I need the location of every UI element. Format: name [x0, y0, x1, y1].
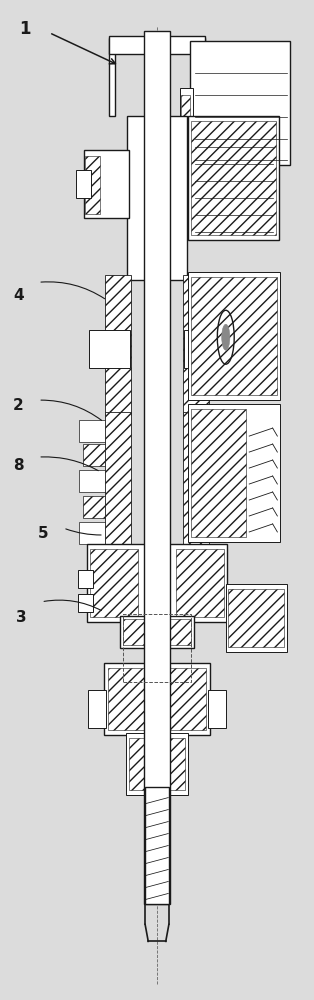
Bar	[188, 404, 280, 542]
Bar	[181, 95, 190, 139]
Bar	[76, 170, 91, 198]
Bar	[198, 38, 205, 116]
Text: 3: 3	[16, 610, 27, 625]
Bar	[78, 570, 93, 588]
Bar	[105, 663, 209, 735]
Bar	[188, 116, 279, 240]
Bar	[181, 88, 193, 142]
Bar	[228, 589, 284, 647]
Bar	[90, 549, 138, 617]
Bar	[127, 116, 187, 280]
Bar	[183, 412, 208, 560]
Bar	[79, 420, 110, 442]
Text: 1: 1	[19, 20, 31, 38]
Bar	[106, 275, 131, 415]
Bar	[79, 522, 110, 544]
Bar	[162, 619, 192, 645]
Bar	[106, 412, 131, 560]
Bar	[192, 409, 246, 537]
Bar	[144, 31, 170, 904]
Bar	[123, 614, 191, 682]
Bar	[171, 668, 206, 730]
Text: 5: 5	[38, 526, 49, 541]
Bar	[122, 619, 152, 645]
Bar	[192, 121, 276, 235]
Bar	[188, 272, 280, 400]
Bar	[170, 116, 187, 280]
Bar	[120, 616, 194, 648]
Bar	[127, 116, 144, 280]
Bar	[183, 275, 208, 415]
Bar	[79, 470, 110, 492]
Circle shape	[222, 324, 230, 350]
Text: 8: 8	[13, 458, 24, 473]
Bar	[129, 738, 151, 790]
Text: 4: 4	[13, 288, 24, 303]
Bar	[88, 690, 106, 728]
Bar	[84, 150, 129, 218]
Bar	[85, 156, 100, 214]
Bar	[87, 544, 227, 622]
Bar	[109, 36, 205, 54]
Bar	[192, 277, 277, 395]
Bar	[190, 41, 290, 165]
Bar	[78, 594, 93, 612]
Bar	[208, 690, 226, 728]
Bar	[83, 444, 106, 466]
Bar	[126, 733, 188, 795]
Bar	[89, 330, 130, 368]
Bar	[226, 584, 287, 652]
Bar	[176, 549, 224, 617]
Bar	[109, 38, 116, 116]
Bar	[163, 738, 185, 790]
Bar	[145, 787, 169, 904]
Bar	[184, 330, 225, 368]
Text: 2: 2	[13, 398, 24, 413]
Bar	[108, 668, 143, 730]
Bar	[83, 496, 106, 518]
